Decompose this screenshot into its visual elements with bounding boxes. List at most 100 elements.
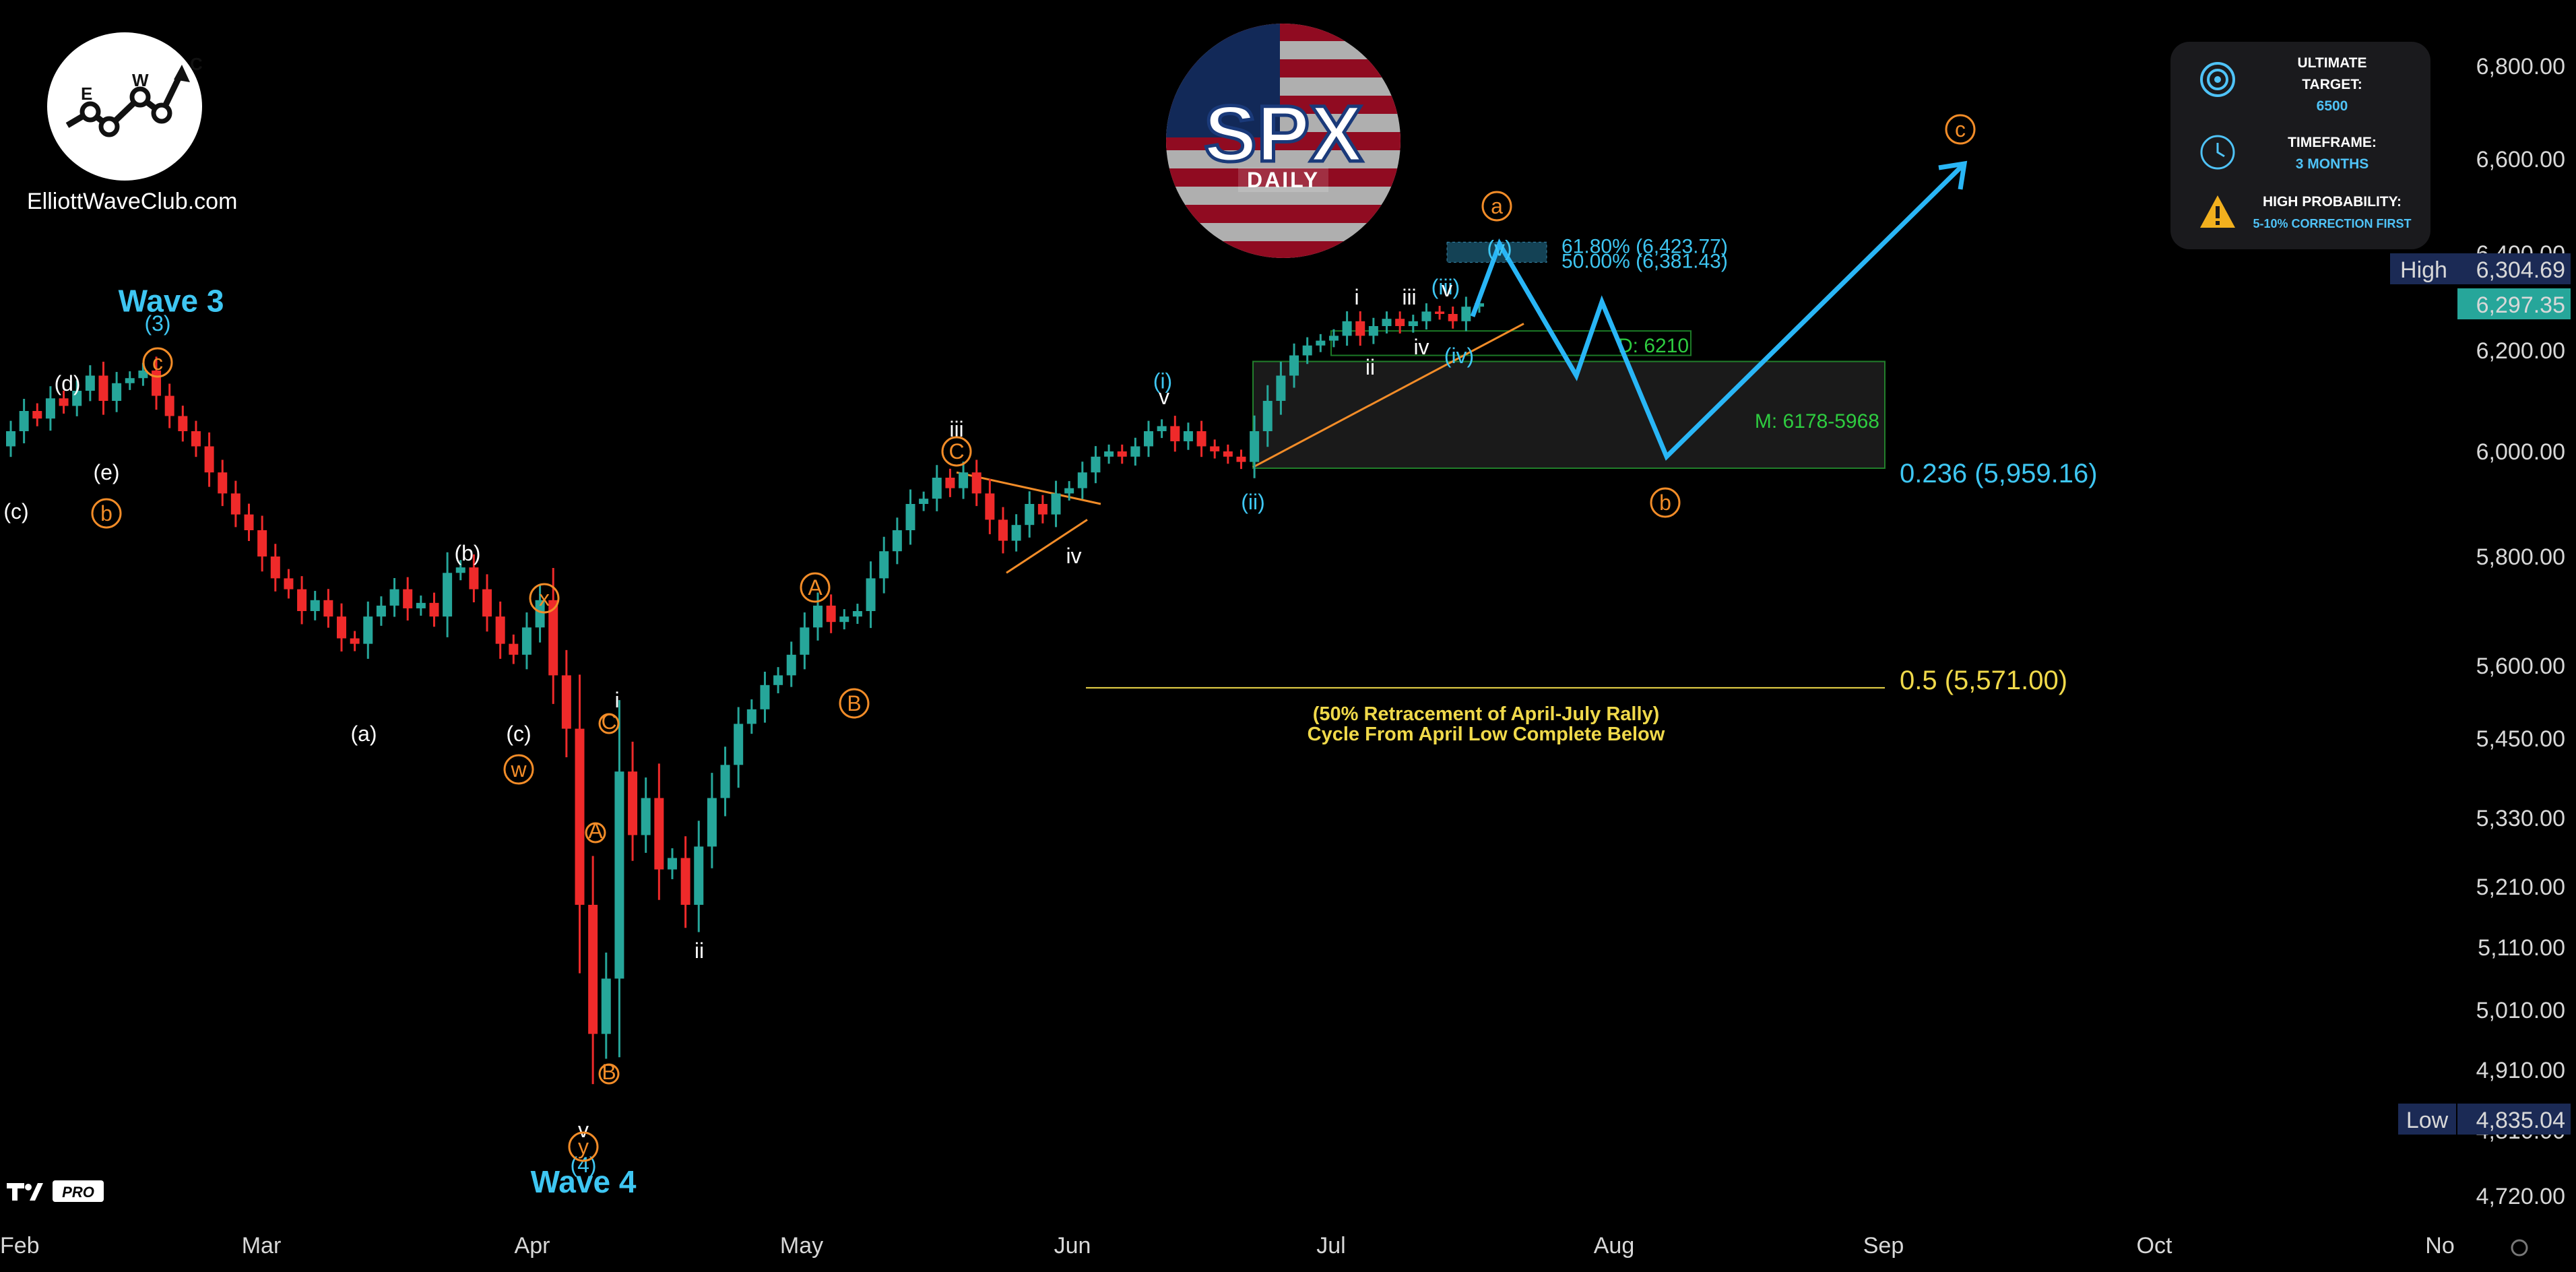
candle-body	[509, 643, 519, 655]
candle-body	[389, 589, 399, 606]
x-tick-label: Sep	[1863, 1233, 1904, 1259]
wave-circle	[941, 436, 972, 467]
annotation-line-2: Cycle From April Low Complete Below	[1308, 724, 1665, 745]
fib-0236-label: 0.236 (5,959.16)	[1900, 459, 2098, 488]
logo-letter-w: W	[132, 70, 149, 90]
info-card: ULTIMATE TARGET: 6500 TIMEFRAME: 3 MONTH…	[2170, 42, 2430, 249]
wave-label: (iii)	[1431, 275, 1460, 299]
price-badge-label: Low	[2406, 1108, 2449, 1133]
candle-body	[945, 478, 955, 488]
wave-label: (iv)	[1444, 344, 1474, 368]
candle-body	[1421, 311, 1431, 321]
wave-circle	[1650, 487, 1681, 518]
info-value-timeframe: 3 MONTHS	[2295, 156, 2369, 172]
candle-body	[998, 519, 1008, 541]
wave-label-circled: a	[1491, 194, 1503, 218]
candle-body	[1328, 336, 1339, 341]
wave-label-circled: b	[100, 501, 112, 526]
candle-body	[284, 578, 294, 590]
wave-label-circled: x	[539, 586, 550, 610]
candle-body	[575, 728, 585, 905]
wave-label: (ii)	[1241, 490, 1265, 514]
wave-degree-label: Wave 3	[119, 283, 224, 318]
candle-body	[19, 411, 29, 431]
candle-body	[363, 616, 373, 644]
candle-body	[482, 589, 492, 617]
candle-body	[1302, 345, 1312, 356]
projection-path	[1470, 162, 1966, 461]
candle-body	[1223, 451, 1233, 457]
logo-letter-c: C	[190, 54, 202, 74]
candle-body	[1051, 493, 1061, 515]
candle-body	[866, 578, 876, 611]
candle-body	[1077, 472, 1087, 488]
candle-body	[628, 771, 638, 835]
wave-label: (b)	[454, 541, 480, 565]
candle-body	[1408, 321, 1418, 326]
candle-body	[1395, 319, 1405, 326]
wave-label: (i)	[1153, 369, 1172, 393]
candle-body	[985, 493, 995, 520]
info-title-timeframe: TIMEFRAME:	[2288, 135, 2377, 150]
candle-body	[1250, 431, 1260, 462]
candle-body	[1316, 340, 1326, 346]
badge-subtitle: DAILY	[1247, 168, 1320, 192]
tradingview-pro-logo[interactable]: PRO	[5, 1178, 106, 1205]
wave-label-circled: C	[601, 709, 616, 734]
wave-label-circled: A	[808, 575, 823, 600]
price-badge-value: 6,304.69	[2476, 257, 2565, 283]
x-tick-label: Aug	[1594, 1233, 1635, 1259]
price-badge-label: High	[2400, 257, 2447, 283]
logo-letter-e: E	[81, 84, 92, 104]
candle-body	[892, 530, 902, 552]
wave-circle	[839, 688, 870, 719]
wave-label: i	[614, 688, 619, 712]
candle-body	[1011, 525, 1021, 541]
wave-label-circled: c	[1955, 117, 1966, 141]
wave-circle	[585, 822, 606, 844]
d-zone-label: D: 6210	[1618, 335, 1689, 357]
fib-050-label: 0.5 (5,571.00)	[1900, 666, 2067, 695]
info-row-probability: HIGH PROBABILITY: 5-10% CORRECTION FIRST	[2170, 185, 2430, 238]
candle-body	[839, 616, 849, 623]
price-axis[interactable]: 6,800.006,600.006,400.006,200.006,000.00…	[2390, 54, 2571, 1209]
fib-500-label: 50.00% (6,381.43)	[1561, 250, 1728, 272]
candle-body	[667, 858, 677, 870]
candle-body	[905, 504, 915, 530]
candle-body	[1262, 401, 1273, 431]
wave-label-circled: B	[847, 691, 861, 716]
candle-body	[6, 431, 15, 447]
x-tick-label: No	[2425, 1233, 2454, 1259]
triangle-lower-line	[1006, 519, 1088, 574]
candle-body	[1183, 431, 1193, 441]
wave-circle	[800, 572, 831, 603]
wave-label-circled: B	[602, 1060, 616, 1084]
candle-body	[588, 905, 598, 1034]
price-badge-label-bg	[2398, 1104, 2456, 1135]
badge-title: SPX	[1204, 90, 1363, 179]
candle-body	[310, 600, 320, 611]
info-row-target: ULTIMATE TARGET: 6500	[2170, 53, 2430, 114]
candle-body	[601, 978, 611, 1034]
candle-body	[746, 709, 756, 724]
wave-circle	[568, 1131, 599, 1162]
wave-label-circled: c	[152, 350, 163, 375]
candle-body	[191, 431, 201, 447]
candle-body	[1064, 488, 1074, 494]
candle-body	[1025, 504, 1035, 526]
zones-layer: M: 6178-5968 D: 6210	[1252, 241, 1886, 469]
candle-body	[654, 798, 664, 870]
logo-circle: E W C	[47, 32, 203, 181]
candle-body	[376, 605, 386, 617]
wave-label: (3)	[144, 311, 170, 336]
candle-body	[561, 675, 571, 729]
candle-body	[270, 556, 280, 579]
wave-circle	[598, 713, 620, 734]
time-axis[interactable]: Feb Mar Apr May Jun Jul Aug Sep Oct No	[0, 1233, 2528, 1259]
wave-label: v	[1442, 277, 1452, 301]
wave-label: iii	[1402, 285, 1416, 309]
candle-body	[879, 551, 889, 579]
candle-body	[1117, 451, 1127, 457]
wave-circle	[142, 347, 173, 378]
